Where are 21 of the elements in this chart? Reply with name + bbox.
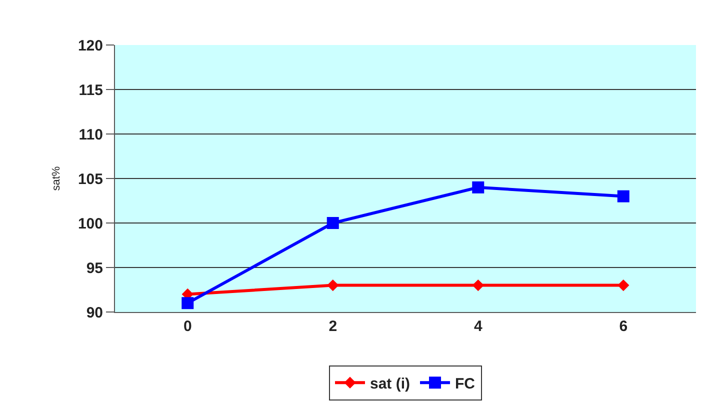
y-tick-label: 95: [86, 260, 103, 277]
y-tick-label: 115: [78, 82, 103, 99]
point: [326, 217, 339, 229]
y-tick-label: 120: [78, 37, 103, 54]
y-tick-label: 90: [86, 304, 103, 322]
point: [327, 279, 339, 292]
y-tick-label: 110: [78, 126, 103, 144]
legend-label: FC: [455, 376, 476, 392]
point: [182, 297, 194, 310]
x-tick-label: 2: [328, 318, 338, 335]
point: [617, 190, 630, 202]
point: [472, 181, 484, 194]
x-tick-label: 4: [474, 318, 483, 335]
point: [472, 279, 484, 292]
y-tick-label: 100: [78, 215, 103, 232]
y-axis-title: sat%: [50, 166, 63, 191]
x-tick-label: 6: [619, 318, 628, 335]
x-tick-label: 0: [183, 318, 192, 335]
legend-label: sat (i): [370, 376, 410, 392]
point: [618, 279, 630, 292]
y-tick-label: 105: [78, 170, 103, 188]
